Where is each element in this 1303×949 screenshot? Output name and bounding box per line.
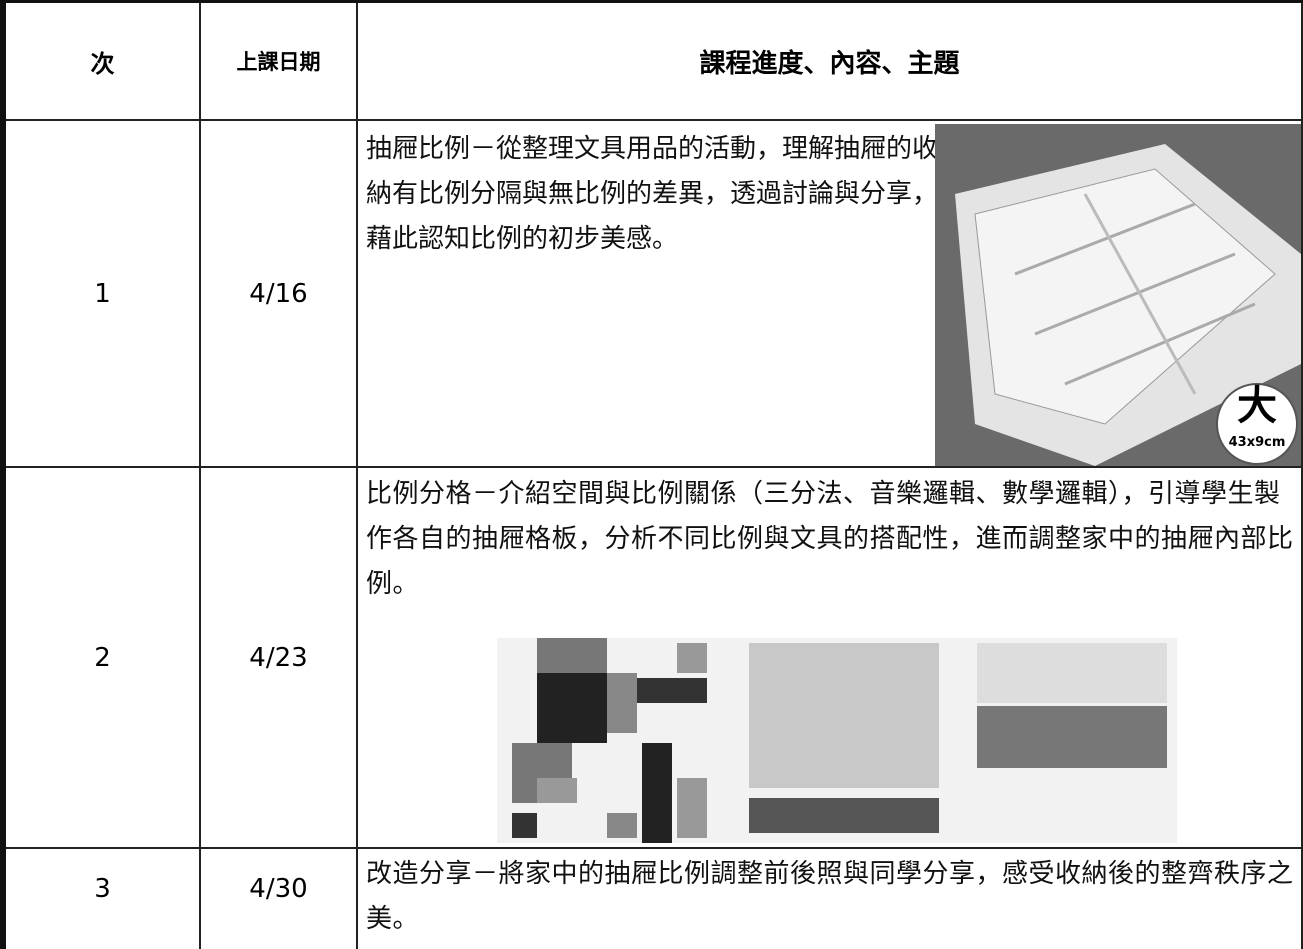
- content-cell: [358, 121, 1303, 468]
- header-cell: 次: [6, 3, 201, 121]
- drawer-photo: 大 43x9cm: [935, 124, 1301, 466]
- header-cell: 上課日期: [201, 3, 358, 121]
- table-top-border: [0, 0, 1303, 3]
- row-date: 4/16: [201, 121, 358, 468]
- photo-size: 43x9cm: [1229, 435, 1286, 450]
- content-cell: [358, 849, 1303, 949]
- row-date: 4/30: [201, 849, 358, 949]
- content-text: 改造分享－將家中的抽屜比例調整前後照與同學分享，感受收納後的整齊秩序之美。: [366, 859, 1294, 934]
- table-left-border: [0, 0, 6, 949]
- header-cell: 課程進度、內容、主題: [358, 3, 1303, 121]
- content-cell: [358, 468, 1303, 849]
- content-text: 抽屜比例－從整理文具用品的活動，理解抽屜的收納有比例分隔與無比例的差異，透過討論…: [366, 134, 939, 254]
- photo-badge: 大: [1237, 383, 1277, 429]
- row-number: 3: [6, 849, 201, 949]
- grid-illustrations: [497, 638, 1177, 843]
- row-number: 2: [6, 468, 201, 849]
- row-number: 1: [6, 121, 201, 468]
- row-date: 4/23: [201, 468, 358, 849]
- content-text: 比例分格－介紹空間與比例關係（三分法、音樂邏輯、數學邏輯），引導學生製作各自的抽…: [366, 479, 1294, 599]
